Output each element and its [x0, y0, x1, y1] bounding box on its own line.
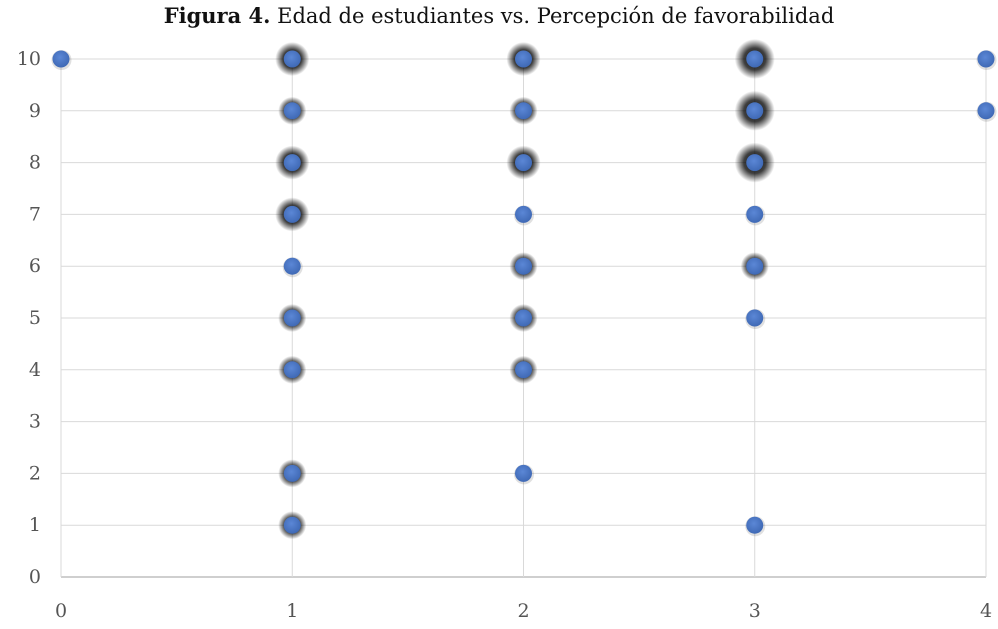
- data-point: [745, 516, 766, 537]
- point-marker: [515, 205, 532, 223]
- data-point: [51, 50, 72, 70]
- y-tick-label: 5: [29, 307, 41, 329]
- point-marker: [746, 309, 764, 327]
- y-tick-label: 7: [29, 203, 41, 225]
- data-point: [278, 304, 307, 332]
- point-marker: [283, 257, 301, 275]
- y-tick-label: 2: [29, 462, 41, 484]
- point-marker: [283, 516, 301, 534]
- point-marker: [746, 257, 764, 275]
- data-point: [509, 96, 538, 125]
- point-marker: [52, 50, 70, 68]
- x-tick-label: 1: [286, 600, 298, 622]
- data-point: [509, 304, 538, 332]
- data-point: [282, 257, 303, 278]
- y-tick-label: 10: [17, 48, 41, 70]
- data-point: [514, 205, 534, 226]
- point-marker: [515, 361, 532, 379]
- data-point: [745, 309, 766, 329]
- point-layer: [51, 39, 997, 540]
- data-point: [976, 101, 997, 122]
- data-point: [740, 252, 769, 281]
- point-marker: [977, 50, 995, 68]
- chart-title: Figura 4. Edad de estudiantes vs. Percep…: [0, 3, 998, 28]
- point-marker: [283, 50, 301, 68]
- y-tick-label: 1: [29, 514, 41, 536]
- x-tick-label: 2: [517, 600, 529, 622]
- point-marker: [283, 102, 301, 120]
- point-marker: [283, 205, 301, 223]
- point-marker: [977, 102, 995, 120]
- data-point: [278, 355, 307, 384]
- data-point: [734, 142, 775, 183]
- data-point: [278, 96, 307, 125]
- data-point: [275, 145, 310, 180]
- x-tick-label: 0: [55, 600, 67, 622]
- chart-title-rest: Edad de estudiantes vs. Percepción de fa…: [270, 4, 835, 28]
- x-tick-label: 4: [980, 600, 992, 622]
- data-point: [509, 355, 538, 384]
- point-marker: [746, 516, 764, 534]
- data-point: [514, 464, 534, 485]
- y-tick-label: 3: [29, 411, 41, 433]
- point-marker: [283, 154, 301, 172]
- point-marker: [515, 257, 532, 275]
- point-marker: [283, 361, 301, 379]
- point-marker: [283, 309, 301, 327]
- point-marker: [746, 205, 764, 223]
- data-point: [278, 511, 307, 540]
- tick-layer: 0 1 2 3 4 5 6 7 8 9 10 0 1 2 3 4: [17, 48, 992, 622]
- x-tick-label: 3: [749, 600, 761, 622]
- data-point: [275, 42, 310, 76]
- data-point: [734, 90, 775, 131]
- point-marker: [515, 102, 532, 120]
- data-point: [734, 39, 775, 79]
- y-tick-label: 6: [29, 255, 41, 277]
- point-marker: [515, 50, 532, 68]
- y-tick-label: 8: [29, 152, 41, 174]
- y-tick-label: 4: [29, 359, 41, 381]
- y-tick-label: 0: [29, 566, 41, 588]
- y-tick-label: 9: [29, 100, 41, 122]
- point-marker: [283, 464, 301, 482]
- data-point: [278, 459, 307, 488]
- point-marker: [746, 102, 764, 120]
- data-point: [275, 197, 310, 232]
- data-point: [745, 205, 766, 226]
- point-marker: [515, 154, 532, 172]
- point-marker: [515, 309, 532, 327]
- data-point: [509, 252, 538, 281]
- data-point: [976, 50, 997, 70]
- point-marker: [746, 50, 764, 68]
- point-marker: [746, 154, 764, 172]
- point-marker: [515, 464, 532, 482]
- data-point: [506, 145, 541, 180]
- chart-title-bold: Figura 4.: [163, 3, 271, 28]
- data-point: [506, 42, 541, 76]
